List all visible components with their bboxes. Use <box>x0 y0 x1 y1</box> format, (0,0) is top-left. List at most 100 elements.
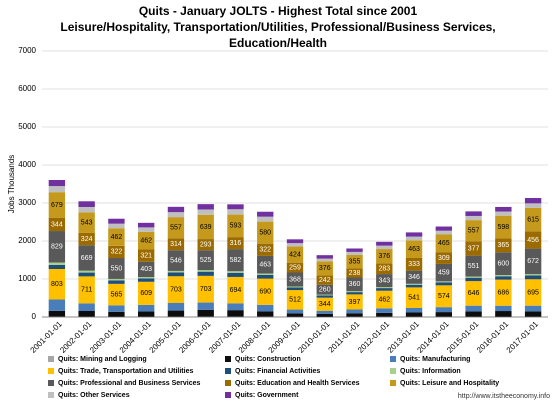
bar-segment <box>49 300 65 311</box>
bar-segment <box>168 303 184 311</box>
bar-segment <box>346 309 362 313</box>
bar-segment <box>227 303 243 310</box>
legend-swatch <box>225 368 231 374</box>
bar-segment <box>376 308 392 313</box>
bar-segment <box>49 263 65 265</box>
bar-segment <box>138 305 154 311</box>
data-label: 322 <box>111 249 123 256</box>
data-label: 829 <box>51 244 63 251</box>
bar-segment <box>346 248 362 251</box>
bar-segment <box>168 311 184 317</box>
data-label: 324 <box>81 236 93 243</box>
bar-segment <box>525 275 541 279</box>
bar-segment <box>525 311 541 316</box>
bar-segment <box>376 287 392 288</box>
bar-segment <box>138 311 154 316</box>
bar-segment <box>495 306 511 311</box>
bar-segment <box>78 207 94 212</box>
bar-segment <box>108 219 124 224</box>
bar-segment <box>257 275 273 279</box>
data-label: 316 <box>230 240 242 247</box>
bar-segment <box>436 282 452 285</box>
data-label: 242 <box>319 277 331 284</box>
data-label: 646 <box>468 290 480 297</box>
bar-segment <box>168 207 184 212</box>
data-label: 694 <box>230 287 242 294</box>
data-label: 543 <box>81 219 93 226</box>
data-label: 557 <box>170 225 182 232</box>
y-tick-label: 6000 <box>18 84 36 93</box>
data-label: 672 <box>527 258 539 265</box>
y-tick-label: 0 <box>32 312 37 321</box>
data-label: 462 <box>111 234 123 241</box>
y-tick-label: 3000 <box>18 198 36 207</box>
data-label: 459 <box>438 269 450 276</box>
bar-segment <box>376 288 392 291</box>
bar-segment <box>257 212 273 217</box>
legend-swatch <box>225 380 231 386</box>
data-label: 580 <box>259 229 271 236</box>
bar-segment <box>227 209 243 214</box>
bar-segment <box>138 277 154 278</box>
bar-segment <box>346 313 362 316</box>
bar-segment <box>287 313 303 316</box>
legend-label: Quits: Other Services <box>58 392 130 399</box>
data-label: 512 <box>289 297 301 304</box>
bar-segment <box>406 237 422 241</box>
bar-segment <box>495 276 511 279</box>
data-label: 259 <box>289 264 301 271</box>
y-tick-label: 1000 <box>18 274 36 283</box>
data-label: 321 <box>140 252 152 259</box>
bar-segment <box>138 223 154 228</box>
bar-segment <box>525 306 541 312</box>
bar-segment <box>198 272 214 276</box>
bar-segment <box>495 275 511 276</box>
bar-segment <box>78 271 94 273</box>
data-label: 403 <box>140 266 152 273</box>
data-label: 260 <box>319 287 331 294</box>
bar-segment <box>525 274 541 275</box>
bar-segment <box>49 180 65 186</box>
bar-segment <box>287 310 303 314</box>
data-label: 456 <box>527 237 539 244</box>
bar-segment <box>465 216 481 220</box>
data-label: 376 <box>378 253 390 260</box>
bar-segment <box>346 291 362 292</box>
bar-segment <box>525 198 541 203</box>
data-label: 238 <box>349 270 361 277</box>
bar-segment <box>198 209 214 214</box>
bar-segment <box>198 310 214 317</box>
data-label: 600 <box>498 261 510 268</box>
bar-segment <box>406 284 422 285</box>
data-label: 690 <box>259 289 271 296</box>
bar-segment <box>78 303 94 311</box>
legend-label: Quits: Financial Activities <box>235 368 320 375</box>
bar-segment <box>168 272 184 276</box>
bar-segment <box>138 227 154 232</box>
data-label: 679 <box>51 202 63 209</box>
bar-segment <box>436 281 452 282</box>
bar-segment <box>495 207 511 212</box>
bar-segment <box>465 278 481 281</box>
legend-label: Quits: Information <box>400 368 461 375</box>
data-label: 465 <box>438 240 450 247</box>
data-label: 346 <box>408 274 420 281</box>
bar-segment <box>317 295 333 296</box>
data-label: 803 <box>51 281 63 288</box>
data-label: 557 <box>468 228 480 235</box>
bar-segment <box>257 311 273 316</box>
bar-segment <box>138 278 154 281</box>
legend-label: Quits: Trade, Transportation and Utiliti… <box>58 368 193 375</box>
bar-segment <box>436 307 452 312</box>
bar-segment <box>525 203 541 208</box>
bar-segment <box>287 287 303 290</box>
bar-segment <box>227 271 243 273</box>
bar-segment <box>108 312 124 317</box>
bar-segment <box>198 204 214 209</box>
legend-label: Quits: Government <box>235 392 299 399</box>
data-label: 344 <box>51 221 63 228</box>
bar-segment <box>227 310 243 316</box>
bar-segment <box>108 224 124 229</box>
bar-segment <box>317 295 333 297</box>
